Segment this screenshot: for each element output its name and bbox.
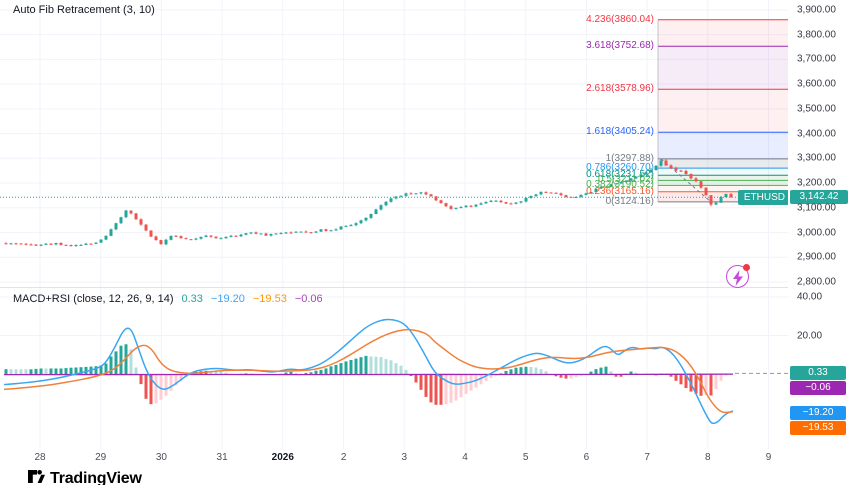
lightning-icon <box>732 269 743 286</box>
fib-indicator-title-text: Auto Fib Retracement (3, 10) <box>13 4 155 16</box>
price-axis-tick: 3,700.00 <box>797 53 836 65</box>
symbol-name: ETHUSD <box>743 192 785 203</box>
price-axis[interactable]: 3,142.42 3,900.00 3,800.00 3,700.00 3,600.0… <box>788 0 852 449</box>
price-axis-tick: 3,100.00 <box>797 202 836 214</box>
fib-trend-line <box>660 158 712 203</box>
macd-status-value: −19.53 <box>252 293 287 305</box>
price-axis-tick: 3,600.00 <box>797 78 836 90</box>
price-axis-tick: 2,900.00 <box>797 251 836 263</box>
time-axis-tick: 3 <box>401 452 408 463</box>
macd-signal-line <box>3 328 734 414</box>
time-axis-tick: 6 <box>583 452 590 463</box>
price-axis-tick: 3,500.00 <box>797 103 836 115</box>
macd-status-value: 0.33 <box>181 293 203 305</box>
macd-indicator-title-text: MACD+RSI (close, 12, 26, 9, 14) <box>13 293 174 305</box>
last-price-value: 3,142.42 <box>799 191 839 202</box>
fib-indicator-title[interactable]: Auto Fib Retracement (3, 10) <box>13 4 155 16</box>
rsi-diff-line <box>3 373 734 376</box>
candlestick-series <box>4 158 733 247</box>
macd-status-value: −0.06 <box>294 293 323 305</box>
tradingview-logo-text: TradingView <box>50 470 142 485</box>
time-axis-tick: 5 <box>522 452 529 463</box>
macd-value-badge: −19.53 <box>790 421 846 435</box>
time-axis-tick: 29 <box>95 452 107 463</box>
price-axis-tick: 3,000.00 <box>797 227 836 239</box>
macd-status-value: −19.20 <box>210 293 245 305</box>
macd-indicator-values: 0.33 −19.20 −19.53 −0.06 <box>181 293 330 305</box>
macd-value-badge: −19.20 <box>790 406 846 420</box>
time-axis-tick: 4 <box>462 452 468 463</box>
last-price-badge: 3,142.42 <box>790 190 848 204</box>
price-axis-tick: 3,300.00 <box>797 152 836 164</box>
time-axis-tick: 28 <box>34 452 46 463</box>
fib-retracement-zone <box>657 19 788 203</box>
price-axis-tick: 3,900.00 <box>797 4 836 16</box>
tradingview-logo-icon <box>28 470 45 483</box>
notification-dot <box>743 264 750 271</box>
time-axis-tick: 8 <box>705 452 711 463</box>
tradingview-logo[interactable]: TradingView <box>28 470 142 485</box>
spark-button[interactable] <box>726 264 750 288</box>
time-axis-tick: 31 <box>216 452 228 463</box>
price-axis-tick: 2,800.00 <box>797 276 836 288</box>
time-axis-tick: 2 <box>340 452 347 463</box>
time-axis[interactable]: 28 29 30 31 2026 2 3 4 5 6 7 8 9 <box>0 449 852 468</box>
macd-value-badge: −0.06 <box>790 381 846 395</box>
macd-axis-tick: 40.00 <box>797 291 823 303</box>
price-axis-tick: 3,200.00 <box>797 177 836 189</box>
time-axis-tick: 2026 <box>271 452 294 463</box>
macd-value-badge: 0.33 <box>790 366 846 380</box>
time-axis-tick: 9 <box>765 452 772 463</box>
price-axis-tick: 3,400.00 <box>797 128 836 140</box>
macd-indicator-title[interactable]: MACD+RSI (close, 12, 26, 9, 14) 0.33 −19.… <box>13 293 331 305</box>
time-axis-tick: 7 <box>644 452 650 463</box>
time-axis-tick: 30 <box>155 452 167 463</box>
symbol-price-label: ETHUSD <box>737 190 791 205</box>
chart-canvas[interactable] <box>0 0 852 467</box>
price-axis-tick: 3,800.00 <box>797 29 836 41</box>
macd-axis-tick: 20.00 <box>797 330 823 341</box>
